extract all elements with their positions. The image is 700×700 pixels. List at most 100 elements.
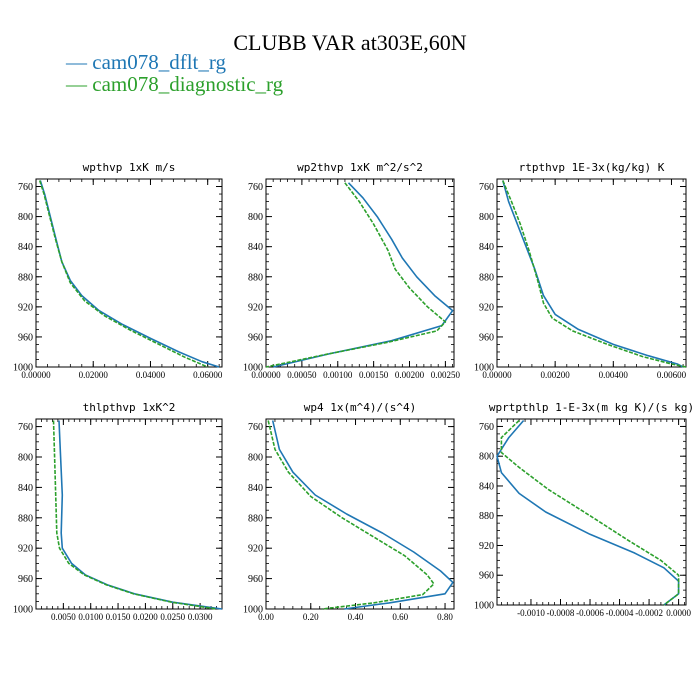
ytick-label: 840 xyxy=(479,242,494,253)
ytick-label: 920 xyxy=(248,544,263,555)
ytick-label: 1000 xyxy=(474,601,494,612)
xtick-label: 0.00100 xyxy=(323,370,353,380)
panel-2: rtpthvp 1E-3x(kg/kg) K 760 800 840 880 920 960… xyxy=(474,161,687,380)
ytick-label: 840 xyxy=(248,483,263,494)
xtick-label: 0.0300 xyxy=(188,612,213,622)
xtick-label: 0.40 xyxy=(348,612,364,622)
series-line-dflt xyxy=(273,182,454,368)
xtick-label: -0.0008 xyxy=(547,608,575,618)
series-line-dflt xyxy=(502,180,684,368)
plot-frame xyxy=(35,418,223,610)
xtick-label: 0.00150 xyxy=(359,370,389,380)
xtick-label: -0.0010 xyxy=(517,608,545,618)
panel-title: wp2thvp 1xK m^2/s^2 xyxy=(297,161,423,174)
xtick-label: -0.0006 xyxy=(576,608,604,618)
ytick-label: 840 xyxy=(18,483,33,494)
xtick-label: 0.0200 xyxy=(133,612,158,622)
panel-title: rtpthvp 1E-3x(kg/kg) K xyxy=(519,161,665,174)
ytick-label: 880 xyxy=(18,513,33,524)
series-line-diagnostic xyxy=(38,180,209,368)
ytick-label: 880 xyxy=(18,272,33,283)
xtick-label: 0.00250 xyxy=(431,370,461,380)
xtick-label: 0.02000 xyxy=(79,370,109,380)
xtick-label: 0.60 xyxy=(392,612,408,622)
panel-5: wprtpthlp 1-E-3x(m kg K)/(s kg) 760 800 840… xyxy=(474,401,694,618)
ytick-label: 960 xyxy=(248,574,263,585)
ytick-label: 920 xyxy=(18,544,33,555)
panel-3: thlpthvp 1xK^2 760 800 840 880 920 960 1000 0.00… xyxy=(13,401,223,622)
xtick-label: 0.0100 xyxy=(78,612,103,622)
xtick-label: 0.00200 xyxy=(395,370,425,380)
xtick-label: 0.0150 xyxy=(106,612,131,622)
series-line-dflt xyxy=(271,420,454,610)
panel-1: wp2thvp 1xK m^2/s^2 760 800 840 880 920 960 100… xyxy=(243,161,461,380)
ytick-label: 760 xyxy=(479,182,494,193)
series-line-dflt xyxy=(496,419,680,606)
panel-title: thlpthvp 1xK^2 xyxy=(83,401,176,414)
ytick-label: 960 xyxy=(479,332,494,343)
ytick-label: 880 xyxy=(248,513,263,524)
series-line-diagnostic xyxy=(265,182,447,368)
xtick-label: 0.00200 xyxy=(541,370,571,380)
legend-entry-diagnostic: — cam078_diagnostic_rg xyxy=(66,72,284,96)
ytick-label: 920 xyxy=(18,302,33,313)
ytick-label: 880 xyxy=(248,272,263,283)
ytick-label: 760 xyxy=(18,182,33,193)
xtick-label: 0.80 xyxy=(437,612,453,622)
ytick-label: 840 xyxy=(248,242,263,253)
ytick-label: 800 xyxy=(18,212,33,223)
ytick-label: 960 xyxy=(248,332,263,343)
xtick-label: 0.04000 xyxy=(136,370,166,380)
panel-title: wpthvp 1xK m/s xyxy=(83,161,176,174)
ytick-label: 760 xyxy=(248,422,263,433)
ytick-label: 960 xyxy=(479,571,494,582)
xtick-label: 0.0250 xyxy=(160,612,185,622)
ytick-label: 760 xyxy=(248,182,263,193)
plot-frame xyxy=(35,178,223,368)
figure-title: CLUBB VAR at303E,60N xyxy=(233,30,467,55)
panel-title: wprtpthlp 1-E-3x(m kg K)/(s kg) xyxy=(489,401,694,414)
ytick-label: 920 xyxy=(479,302,494,313)
plot-frame xyxy=(265,418,455,610)
xtick-label: 0.00000 xyxy=(21,370,51,380)
plot-frame xyxy=(496,418,687,606)
xtick-label: 0.00400 xyxy=(599,370,629,380)
ytick-label: 1000 xyxy=(13,363,33,374)
panel-4: wp4 1x(m^4)/(s^4)76080084088092096010000… xyxy=(243,401,455,622)
plot-frame xyxy=(496,178,687,368)
ytick-label: 800 xyxy=(479,212,494,223)
ytick-label: 800 xyxy=(248,212,263,223)
ytick-label: 800 xyxy=(248,453,263,464)
ytick-label: 800 xyxy=(18,453,33,464)
xtick-label: 0.00000 xyxy=(482,370,512,380)
ytick-label: 760 xyxy=(18,422,33,433)
xtick-label: 0.00000 xyxy=(251,370,281,380)
xtick-label: 0.0050 xyxy=(51,612,76,622)
ytick-label: 1000 xyxy=(474,363,494,374)
ytick-label: 920 xyxy=(248,302,263,313)
panel-0: wpthvp 1xK m/s 760 800 840 880 920 960 10000.00… xyxy=(13,161,223,380)
ytick-label: 800 xyxy=(479,452,494,463)
ytick-label: 880 xyxy=(479,272,494,283)
ytick-label: 960 xyxy=(18,332,33,343)
xtick-label: 0.0000 xyxy=(666,608,691,618)
xtick-label: 0.00600 xyxy=(657,370,687,380)
series-line-dflt xyxy=(39,180,220,368)
xtick-label: -0.0004 xyxy=(606,608,634,618)
ytick-label: 840 xyxy=(18,242,33,253)
ytick-label: 960 xyxy=(18,574,33,585)
series-line-diagnostic xyxy=(267,420,435,610)
xtick-label: 0.00050 xyxy=(287,370,317,380)
panel-title: wp4 1x(m^4)/(s^4) xyxy=(304,401,417,414)
xtick-label: 0.06000 xyxy=(193,370,223,380)
series-line-dflt xyxy=(58,420,223,610)
plot-frame xyxy=(265,178,455,368)
ytick-label: 1000 xyxy=(243,363,263,374)
ytick-label: 920 xyxy=(479,541,494,552)
ytick-label: 1000 xyxy=(13,605,33,616)
ytick-label: 880 xyxy=(479,511,494,522)
series-line-diagnostic xyxy=(500,419,680,606)
series-line-diagnostic xyxy=(52,420,217,610)
xtick-label: 0.00 xyxy=(258,612,274,622)
